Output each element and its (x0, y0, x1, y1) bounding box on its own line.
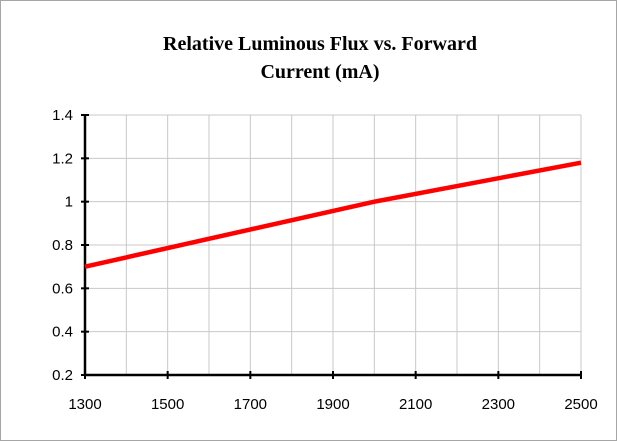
y-tick-label: 1.4 (52, 107, 73, 124)
chart-title-line-1: Relative Luminous Flux vs. Forward (163, 33, 477, 55)
x-tick-label: 1900 (316, 396, 349, 413)
y-tick-label: 1.2 (52, 150, 73, 167)
y-tick-label: 1 (65, 194, 73, 211)
x-tick-label: 2500 (564, 396, 597, 413)
x-tick-label: 1700 (234, 396, 267, 413)
y-tick-label: 0.8 (52, 237, 73, 254)
x-tick-label: 1300 (68, 396, 101, 413)
chart-title: Relative Luminous Flux vs. Forward Curre… (60, 30, 580, 86)
y-tick-label: 0.6 (52, 280, 73, 297)
x-tick-label: 2100 (399, 396, 432, 413)
y-tick-label: 0.4 (52, 324, 73, 341)
chart-title-line-2: Current (mA) (260, 61, 380, 83)
x-tick-label: 1500 (151, 396, 184, 413)
y-tick-label: 0.2 (52, 367, 73, 384)
series-line (84, 160, 582, 269)
x-tick-label: 2300 (482, 396, 515, 413)
